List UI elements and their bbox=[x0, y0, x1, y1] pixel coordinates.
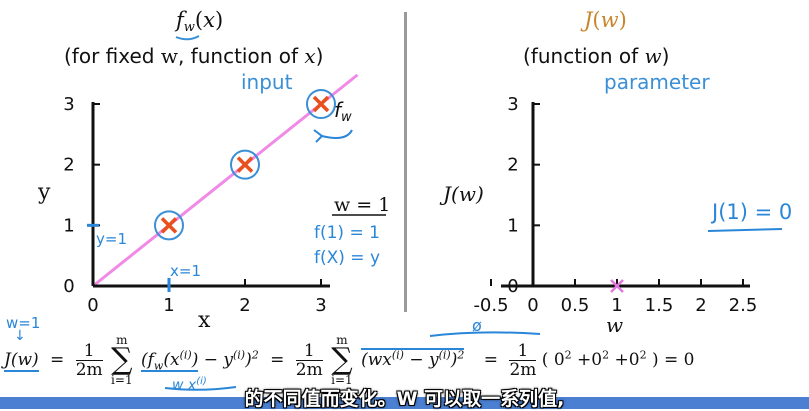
right-y-tick-label: 2 bbox=[507, 155, 518, 176]
equation-term-1: (fw(x(i)) bbox=[140, 347, 199, 372]
equation-term-2: (wx(i) − y(i))2 bbox=[361, 347, 465, 370]
right-x-axis-label: w bbox=[606, 313, 624, 337]
equation-term-3: ( 02 +02 +02 ) = 0 bbox=[541, 347, 695, 370]
left-y-axis-label: y bbox=[38, 180, 51, 205]
equation-lhs: J(w) bbox=[4, 349, 39, 372]
data-point-circle bbox=[230, 149, 260, 180]
term2-overline bbox=[429, 331, 541, 337]
left-y-tick-label: 0 bbox=[63, 276, 74, 297]
right-chart-subtitle: (function of w) bbox=[523, 44, 670, 68]
annotation-fw: fw bbox=[334, 98, 352, 125]
equation-sum-2: m ∑ i=1 bbox=[331, 333, 353, 387]
handwritten-empty-set-over: ø bbox=[472, 316, 482, 335]
equation-frac-2: 1 2m bbox=[295, 340, 323, 380]
annotation-parameter: parameter bbox=[604, 70, 710, 94]
handwritten-wx-under: w x(i) bbox=[172, 376, 207, 394]
left-chart-subtitle: (for fixed w, function of x) bbox=[64, 44, 324, 68]
right-y-tick-label: 3 bbox=[507, 94, 518, 115]
right-y-axis-label: J(w) bbox=[443, 182, 484, 206]
left-x-tick-label: 0 bbox=[87, 295, 98, 316]
equation-frac-3: 1 2m bbox=[509, 340, 537, 380]
equation-sum-1: m ∑ i=1 bbox=[111, 333, 133, 387]
annotation-y1: y=1 bbox=[96, 230, 127, 248]
handwritten-arrow-down: ↓ bbox=[14, 328, 26, 344]
annotation-w-equals-1: w = 1 bbox=[334, 194, 391, 216]
cost-point-x-marker bbox=[610, 279, 624, 293]
left-x-tick-label: 1 bbox=[163, 295, 174, 316]
panel-divider bbox=[404, 12, 407, 312]
annotation-f1: f(1) = 1 bbox=[314, 223, 380, 243]
annotation-x1: x=1 bbox=[170, 262, 201, 280]
term1-under-squiggle bbox=[164, 386, 237, 391]
left-chart-title: fw(x) bbox=[176, 8, 224, 35]
right-x-tick-label: -0.5 bbox=[473, 295, 508, 316]
fw-arrow-curve bbox=[321, 129, 353, 139]
right-x-tick-label: 1 bbox=[611, 295, 622, 316]
data-point-circle bbox=[306, 89, 336, 119]
right-x-tick-label: 0.5 bbox=[561, 295, 590, 316]
right-x-tick-label: 0 bbox=[527, 295, 538, 316]
left-y-tick-label: 1 bbox=[63, 215, 74, 236]
right-chart-title: J(w) bbox=[584, 8, 627, 32]
equation-frac-1: 1 2m bbox=[75, 340, 103, 380]
j1-underline bbox=[707, 228, 783, 232]
left-x-tick-label: 2 bbox=[239, 295, 250, 316]
fw-arrow-head bbox=[313, 129, 324, 143]
data-point-x-marker bbox=[160, 217, 178, 234]
right-y-tick-label: 1 bbox=[507, 215, 518, 236]
data-point-x-marker bbox=[236, 156, 254, 173]
annotation-j1-equals-0: J(1) = 0 bbox=[712, 200, 793, 224]
handwritten-w-equals-1: w=1 bbox=[6, 314, 41, 332]
right-y-tick-label: 0 bbox=[507, 276, 518, 297]
left-y-tick-label: 2 bbox=[63, 155, 74, 176]
video-subtitle: 的不同值而变化。W 可以取一系列值, bbox=[244, 388, 565, 410]
right-x-tick-label: 2 bbox=[695, 295, 706, 316]
left-x-axis-label: x bbox=[198, 308, 211, 333]
left-y-tick-label: 3 bbox=[63, 94, 74, 115]
data-point-circle bbox=[154, 210, 184, 241]
annotation-input: input bbox=[241, 70, 293, 94]
right-x-tick-label: 2.5 bbox=[729, 295, 758, 316]
right-x-tick-label: 1.5 bbox=[645, 295, 674, 316]
annotation-fx: f(X) = y bbox=[314, 248, 381, 268]
subtitle-bar bbox=[0, 397, 809, 409]
data-point-x-marker bbox=[312, 95, 330, 113]
left-x-tick-label: 3 bbox=[315, 295, 326, 316]
